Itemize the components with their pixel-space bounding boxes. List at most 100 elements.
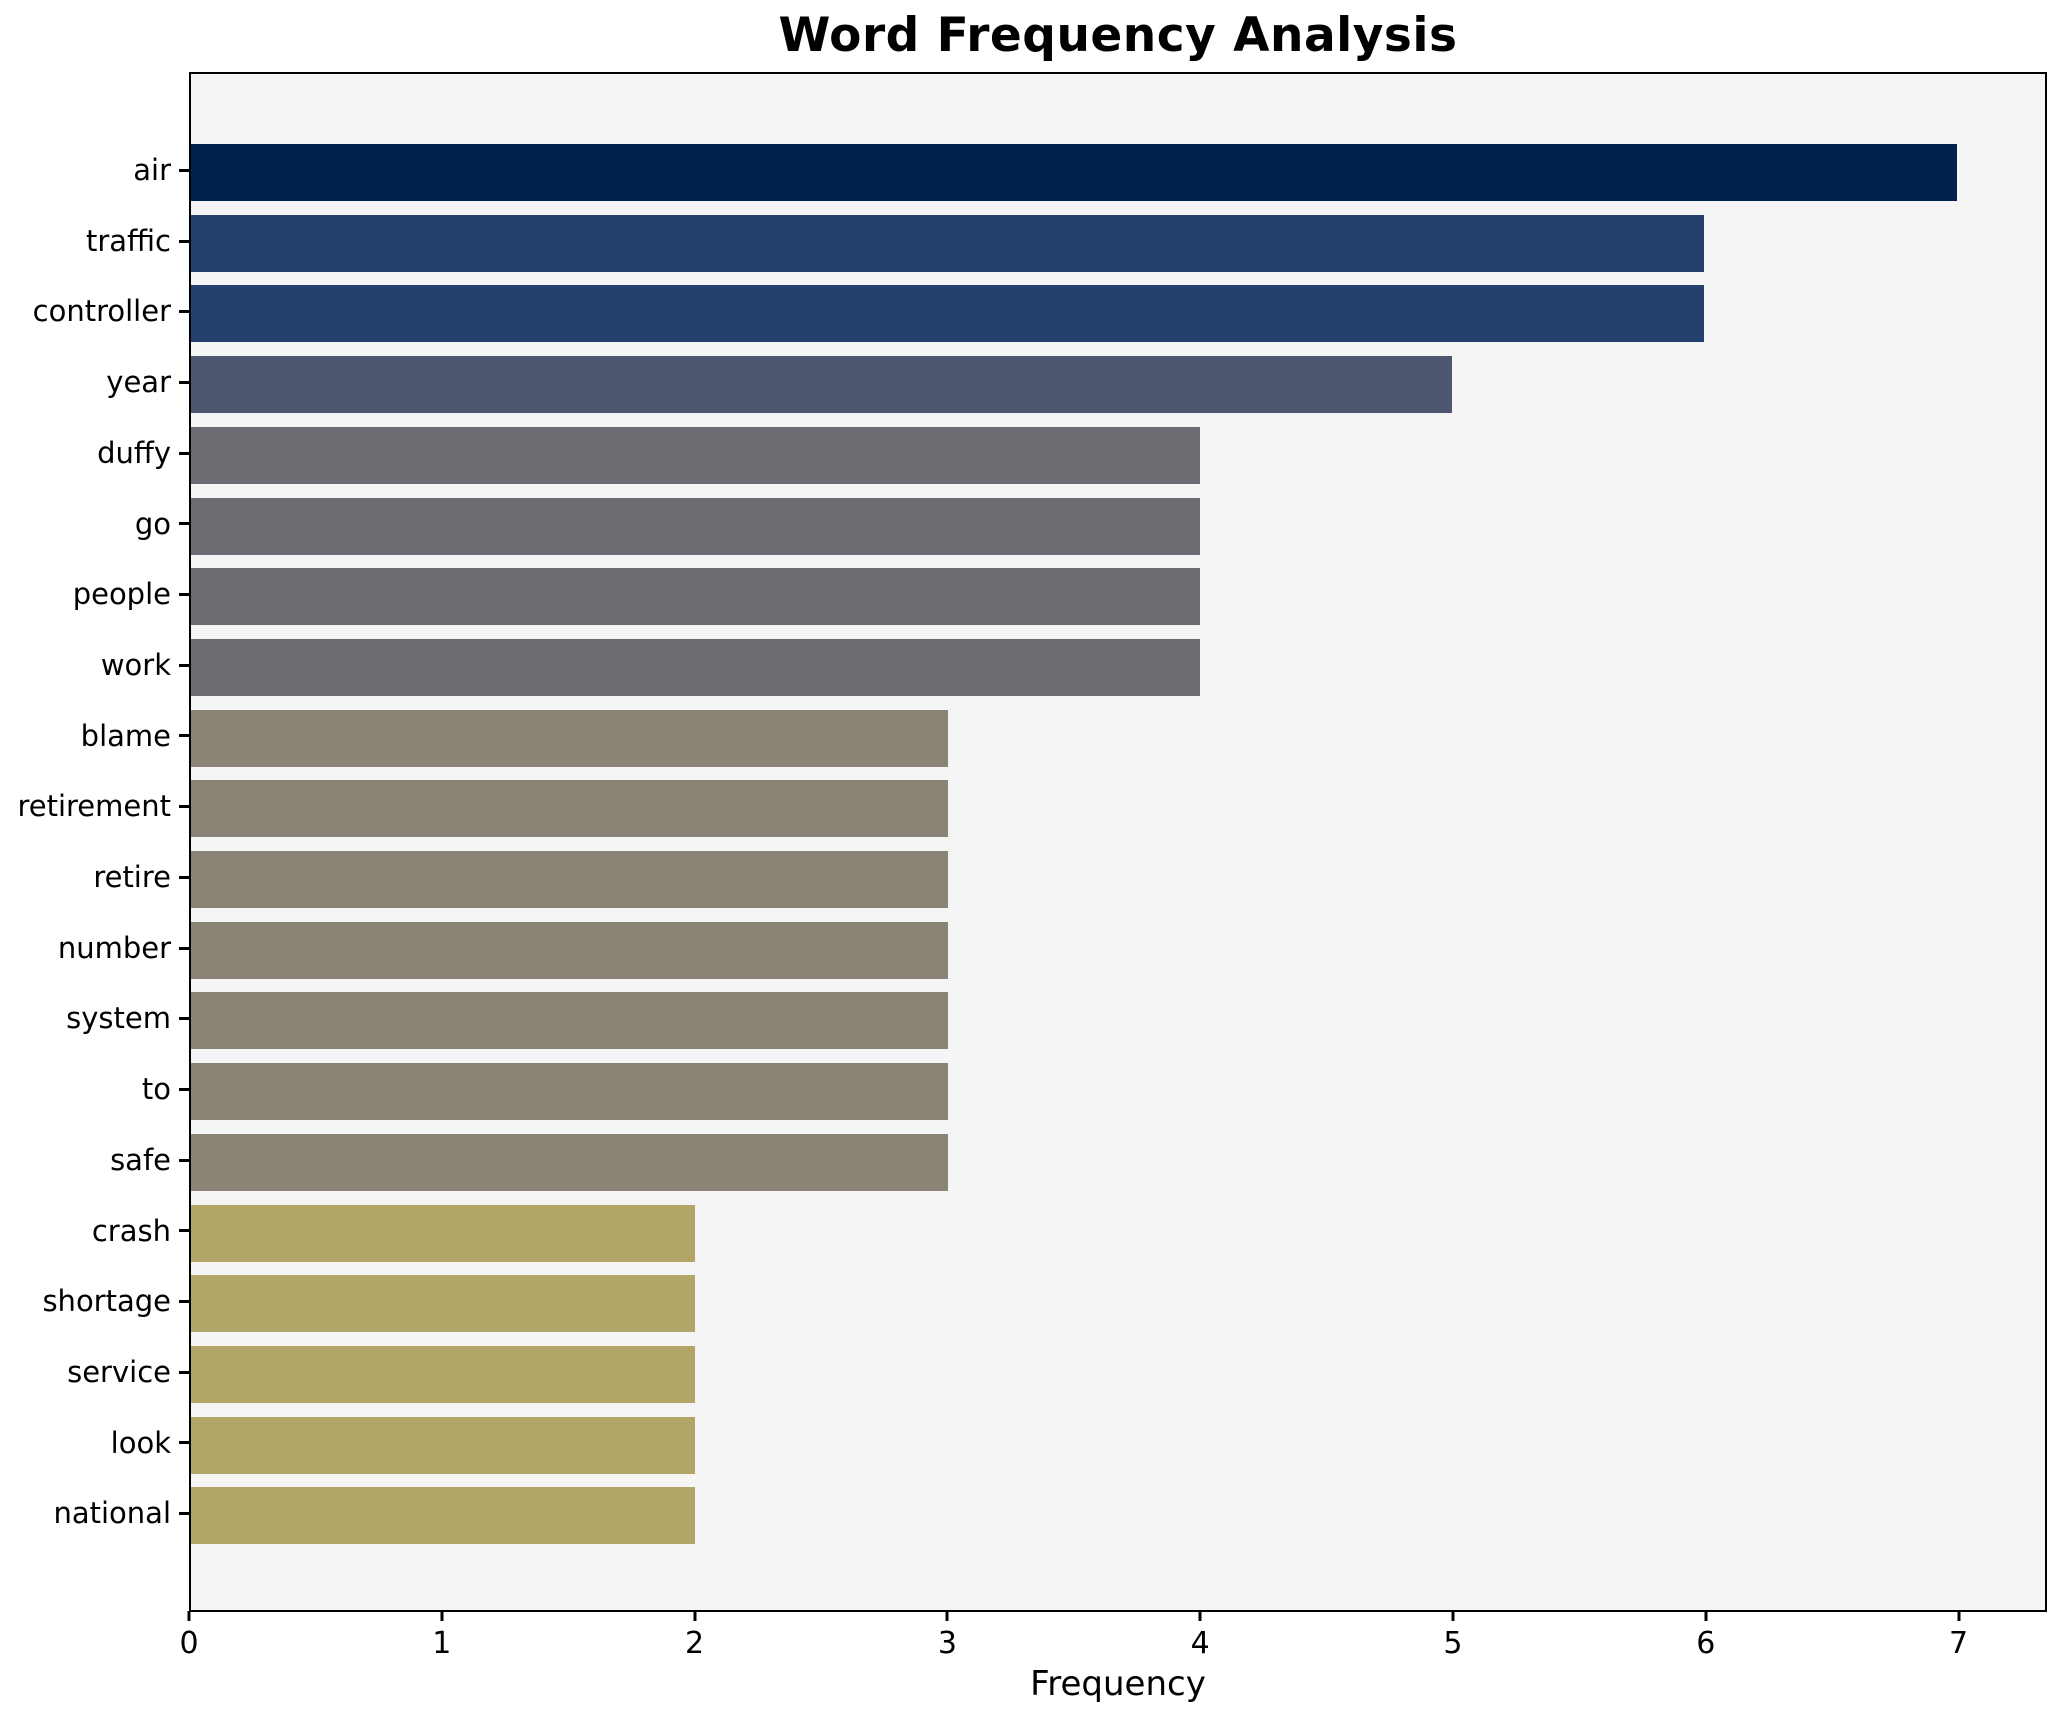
y-tick-label-retire: retire [93, 860, 171, 894]
bar-row [191, 349, 2045, 420]
y-tick-mark [179, 805, 189, 809]
bar-national [191, 1487, 696, 1545]
bar-look [191, 1416, 696, 1474]
y-tick-mark [179, 451, 189, 455]
x-tick-mark [1451, 1611, 1455, 1621]
y-tick-mark [179, 239, 189, 243]
x-tick-label-7: 7 [1948, 1626, 1969, 1661]
plot-area [189, 72, 2047, 1612]
bar-row [191, 1127, 2045, 1198]
bar-crash [191, 1204, 696, 1262]
x-tick-label-6: 6 [1696, 1626, 1716, 1661]
y-tick-label-to: to [141, 1072, 171, 1107]
x-tick-label-0: 0 [179, 1626, 199, 1661]
bar-retire [191, 851, 948, 908]
x-tick-mark [187, 1611, 191, 1621]
y-tick-label-air: air [133, 153, 171, 187]
bar-shortage [191, 1275, 696, 1333]
y-tick-mark [179, 1300, 189, 1304]
x-tick-mark [440, 1611, 444, 1621]
y-tick-mark [179, 734, 189, 738]
bar-row [191, 703, 2045, 774]
y-tick-mark [179, 380, 189, 384]
y-tick-label-work: work [100, 647, 171, 682]
x-tick-label-3: 3 [937, 1626, 957, 1661]
y-tick-label-system: system [66, 1001, 171, 1036]
y-tick-mark [179, 1158, 189, 1162]
bar-row [191, 1410, 2045, 1481]
bar-duffy [191, 426, 1200, 484]
y-tick-label-number: number [57, 930, 171, 965]
y-tick-label-shortage: shortage [42, 1284, 171, 1319]
y-tick-mark [179, 1017, 189, 1021]
bar-number [191, 921, 948, 979]
x-tick-mark [1704, 1611, 1708, 1621]
bar-row [191, 844, 2045, 915]
x-axis-label: Frequency [1030, 1664, 1206, 1704]
bar-row [191, 632, 2045, 703]
bar-safe [191, 1133, 948, 1191]
y-tick-label-traffic: traffic [85, 223, 171, 258]
x-tick-mark [945, 1611, 949, 1621]
bar-row [191, 985, 2045, 1056]
y-tick-mark [179, 875, 189, 879]
y-tick-label-national: national [53, 1496, 171, 1531]
x-tick-label-4: 4 [1190, 1626, 1210, 1661]
bar-row [191, 1268, 2045, 1339]
y-tick-label-retirement: retirement [17, 789, 171, 824]
bar-row [191, 491, 2045, 562]
y-tick-mark [179, 593, 189, 597]
y-tick-mark [179, 1441, 189, 1445]
x-tick-label-1: 1 [432, 1626, 452, 1661]
y-tick-label-duffy: duffy [97, 435, 171, 470]
bar-row [191, 1056, 2045, 1127]
bar-system [191, 992, 948, 1050]
y-tick-label-go: go [134, 506, 171, 541]
bar-row [191, 1339, 2045, 1410]
bars-container [191, 74, 2045, 1610]
y-tick-label-service: service [67, 1354, 171, 1389]
bar-to [191, 1063, 948, 1121]
bar-go [191, 497, 1200, 555]
x-tick-label-2: 2 [685, 1626, 705, 1661]
bar-work [191, 638, 1200, 696]
chart-title: Word Frequency Analysis [778, 8, 1458, 63]
x-tick-mark [1957, 1611, 1961, 1621]
x-tick-mark [1198, 1611, 1202, 1621]
y-tick-mark [179, 946, 189, 950]
bar-row [191, 278, 2045, 349]
bar-people [191, 568, 1200, 626]
y-tick-mark [179, 310, 189, 314]
y-tick-label-people: people [72, 577, 171, 612]
bar-row [191, 915, 2045, 986]
bar-service [191, 1345, 696, 1403]
bar-row [191, 208, 2045, 279]
y-tick-mark [179, 1370, 189, 1374]
bar-row [191, 420, 2045, 491]
y-tick-label-blame: blame [80, 718, 171, 753]
y-tick-label-crash: crash [91, 1213, 171, 1248]
bar-row [191, 1198, 2045, 1269]
bar-traffic [191, 214, 1705, 272]
bar-row [191, 137, 2045, 208]
y-tick-mark [179, 1229, 189, 1233]
y-tick-mark [179, 1087, 189, 1091]
bar-air [191, 144, 1957, 201]
y-tick-mark [179, 522, 189, 526]
bar-row [191, 773, 2045, 844]
bar-controller [191, 285, 1705, 343]
x-tick-label-5: 5 [1443, 1626, 1463, 1661]
y-tick-label-look: look [110, 1425, 171, 1460]
bar-blame [191, 709, 948, 767]
bar-retirement [191, 780, 948, 838]
x-tick-mark [693, 1611, 697, 1621]
y-tick-mark [179, 663, 189, 667]
y-tick-mark [179, 1512, 189, 1516]
y-tick-label-safe: safe [110, 1142, 171, 1177]
y-tick-label-controller: controller [32, 294, 171, 329]
bar-row [191, 1480, 2045, 1551]
y-tick-label-year: year [106, 365, 171, 400]
bar-year [191, 356, 1453, 414]
y-tick-mark [179, 168, 189, 172]
